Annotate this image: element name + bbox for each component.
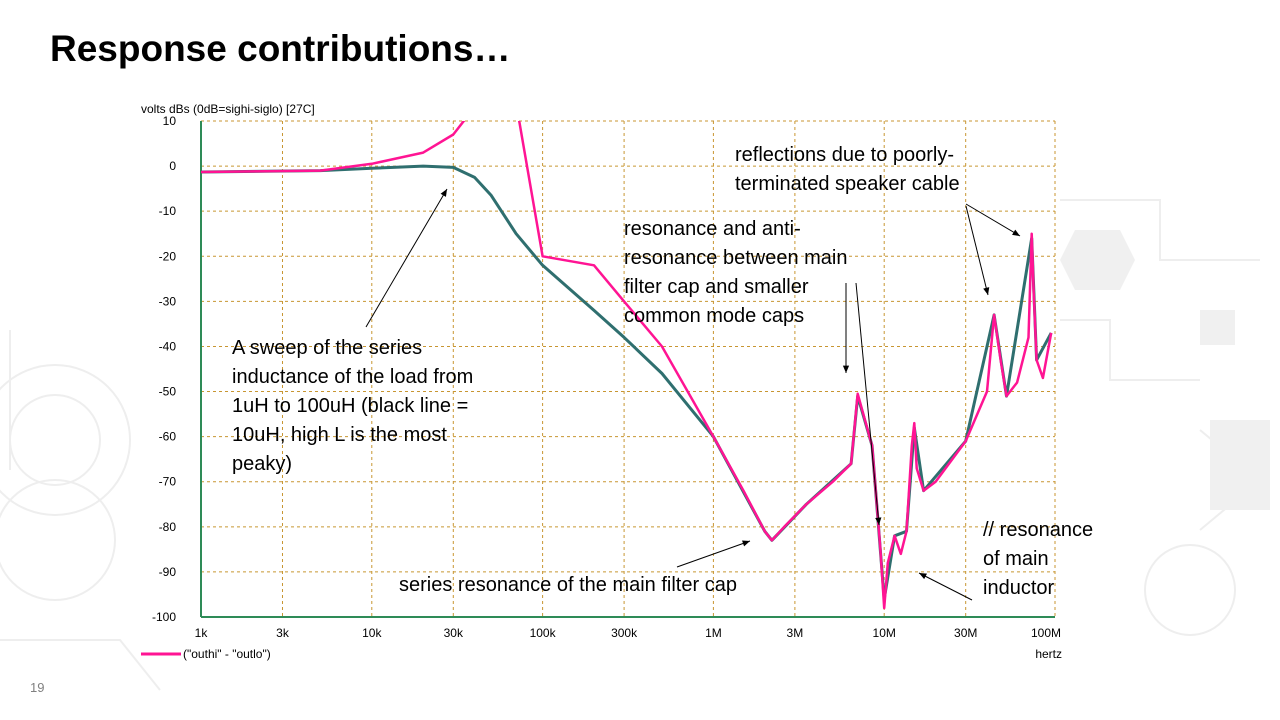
x-tick-label: 300k	[611, 626, 638, 640]
x-unit-label: hertz	[1035, 647, 1062, 661]
annotation-arrowhead	[875, 517, 882, 525]
x-tick-label: 1M	[705, 626, 722, 640]
y-tick-label: -60	[159, 430, 177, 444]
x-tick-label: 30M	[954, 626, 977, 640]
annotation-arrowhead	[1012, 229, 1020, 236]
annotation-arrow	[365, 188, 448, 328]
annotation-arrow	[918, 572, 973, 601]
annotation-arrowhead	[742, 540, 750, 547]
annotation-arrow	[676, 540, 751, 568]
annotation-arrowhead	[919, 573, 927, 580]
y-tick-label: -100	[152, 610, 176, 624]
annotation-arrowhead	[440, 189, 447, 197]
y-tick-label: -20	[159, 249, 177, 263]
legend-label: ("outhi" - "outlo")	[183, 647, 271, 661]
x-tick-label: 10M	[873, 626, 896, 640]
x-tick-label: 100M	[1031, 626, 1061, 640]
x-tick-label: 30k	[444, 626, 464, 640]
annotation-anti-resonance: resonance and anti- resonance between ma…	[624, 218, 848, 327]
y-tick-label: -30	[159, 294, 177, 308]
page-number: 19	[30, 680, 45, 695]
x-tick-label: 3M	[787, 626, 804, 640]
y-tick-label: -40	[159, 339, 177, 353]
y-tick-label: -70	[159, 475, 177, 489]
annotation-reflections: reflections due to poorly- terminated sp…	[735, 144, 960, 195]
y-tick-label: -90	[159, 565, 177, 579]
plot-area	[201, 121, 1055, 617]
annotation-arrowhead	[983, 287, 990, 295]
annotation-sweep: A sweep of the series inductance of the …	[232, 337, 474, 475]
y-tick-label: 0	[169, 159, 176, 173]
annotation-series-resonance: series resonance of the main filter cap	[399, 574, 737, 596]
annotation-inductor-resonance: // resonance of main inductor	[983, 519, 1094, 599]
x-tick-label: 1k	[195, 626, 209, 640]
y-tick-label: -80	[159, 520, 177, 534]
annotation-arrow	[965, 205, 989, 296]
chart-header: volts dBs (0dB=sighi-siglo) [27C]	[141, 102, 315, 116]
y-tick-label: -10	[159, 204, 177, 218]
x-tick-label: 10k	[362, 626, 382, 640]
y-tick-label: 10	[163, 114, 177, 128]
x-tick-label: 3k	[276, 626, 290, 640]
x-tick-label: 100k	[530, 626, 557, 640]
slide-title: Response contributions…	[50, 28, 511, 69]
annotation-arrow	[965, 203, 1021, 237]
annotation-arrow	[855, 282, 880, 526]
y-tick-label: -50	[159, 385, 177, 399]
annotation-arrowhead	[842, 365, 850, 373]
